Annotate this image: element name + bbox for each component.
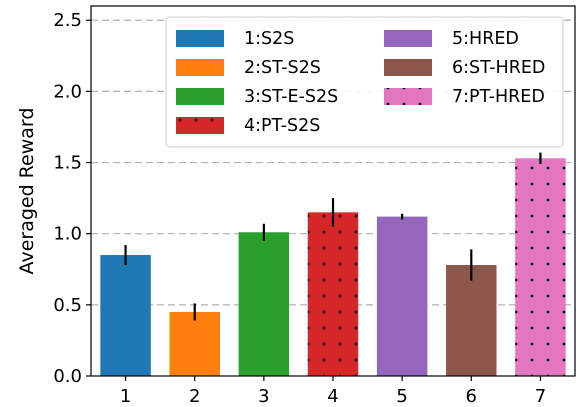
x-tick-label: 4 (327, 386, 338, 407)
legend-swatch (176, 59, 224, 76)
legend-label: 3:ST-E-S2S (244, 87, 338, 107)
legend-label: 2:ST-S2S (244, 58, 321, 78)
bar (515, 158, 566, 376)
y-tick-label: 1.0 (53, 224, 82, 245)
x-tick-label: 6 (466, 386, 477, 407)
legend-label: 6:ST-HRED (452, 58, 545, 78)
legend-label: 7:PT-HRED (452, 87, 545, 107)
y-tick-label: 1.5 (53, 153, 82, 174)
y-axis: 0.0 0.5 1.0 1.5 2.0 2.5 (53, 10, 91, 387)
bar (169, 311, 220, 376)
x-tick-label: 1 (120, 386, 131, 407)
y-tick-label: 2.0 (53, 81, 82, 102)
x-axis: 1 2 3 4 5 6 7 (120, 376, 546, 407)
y-tick-label: 0.5 (53, 295, 82, 316)
bar (446, 265, 497, 376)
legend-swatch (384, 88, 432, 105)
legend-label: 1:S2S (244, 29, 294, 49)
error-bars (124, 152, 542, 321)
bar (376, 216, 428, 376)
y-tick-label: 0.0 (53, 366, 82, 387)
legend-swatch (384, 30, 432, 47)
legend-label: 5:HRED (452, 29, 519, 49)
legend-label: 4:PT-S2S (244, 116, 320, 136)
legend: 1:S2S 2:ST-S2S 3:ST-E-S2S 4:PT-S2S 5:HRED 6:S… (165, 16, 564, 148)
x-tick-label: 2 (189, 386, 200, 407)
x-tick-label: 3 (258, 386, 269, 407)
legend-swatch (176, 30, 224, 47)
x-tick-label: 5 (396, 386, 407, 407)
bar (238, 232, 290, 376)
bar (307, 212, 359, 376)
legend-box (165, 16, 564, 148)
y-axis-label: Averaged Reward (16, 108, 38, 275)
legend-swatch (384, 59, 432, 76)
legend-swatch (176, 88, 224, 105)
bars (100, 158, 566, 376)
x-tick-label: 7 (535, 386, 546, 407)
y-tick-label: 2.5 (53, 10, 82, 31)
legend-swatch (176, 117, 224, 134)
bar (100, 255, 151, 376)
